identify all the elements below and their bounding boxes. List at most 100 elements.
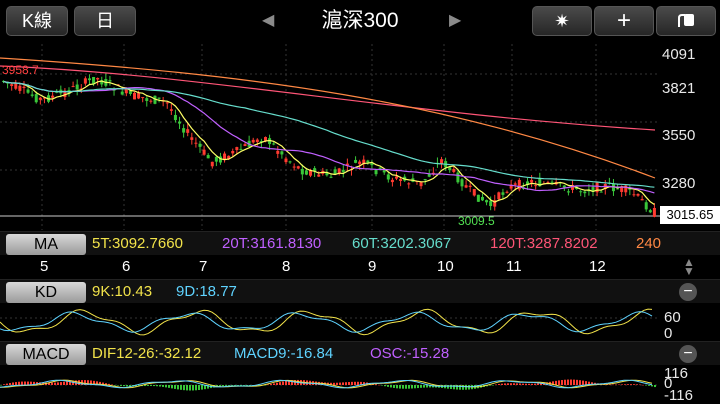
candle-body [546, 182, 550, 184]
ma120-legend: 120T:3287.8202 [490, 235, 598, 252]
scroll-updown-icon[interactable]: ▲ ▼ [683, 255, 695, 278]
candle-body [304, 170, 308, 175]
osc-bar [336, 382, 338, 385]
osc-bar [69, 381, 71, 385]
osc-bar [573, 379, 575, 385]
candle-body [644, 202, 648, 210]
osc-bar [228, 385, 230, 386]
macd-tick-top: 116 [664, 365, 688, 382]
collapse-macd-button[interactable]: − [679, 345, 697, 363]
candle-body [534, 185, 538, 187]
candle-body [489, 200, 493, 207]
month-label: 9 [368, 258, 377, 275]
ma240-line [0, 57, 656, 179]
candle-body [18, 85, 22, 91]
osc-bar [375, 384, 377, 385]
osc-bar [591, 382, 593, 385]
osc-bar [462, 385, 464, 390]
osc-bar [120, 385, 122, 386]
osc-bar [357, 381, 359, 385]
osc-bar [60, 382, 62, 385]
collapse-kd-button[interactable]: − [679, 283, 697, 301]
kd-button[interactable]: KD [6, 282, 86, 303]
osc-bar [243, 385, 245, 386]
high-marker: 3958.7 [2, 63, 39, 77]
ma5-legend: 5T:3092.7660 [92, 235, 183, 252]
osc-bar [630, 384, 632, 385]
candle-body [640, 199, 644, 201]
settings-button[interactable]: ✷ [532, 6, 592, 36]
candle-body [190, 137, 194, 140]
ma-button[interactable]: MA [6, 234, 86, 255]
osc-bar [588, 381, 590, 385]
candle-body [313, 168, 317, 172]
osc-bar [519, 383, 521, 385]
candle-body [178, 121, 182, 124]
osc-bar [525, 383, 527, 385]
osc-bar [384, 385, 386, 387]
candle-body [165, 102, 169, 104]
macd-tick-bottom: -116 [664, 387, 693, 404]
candle-body [476, 194, 480, 202]
osc-bar [399, 385, 401, 389]
candle-body [42, 97, 46, 99]
period-day-button[interactable]: 日 [74, 6, 136, 36]
osc-bar [282, 381, 284, 385]
candle-body [620, 186, 624, 192]
prev-arrow-icon[interactable]: ◀ [262, 8, 274, 34]
candle-body [292, 166, 296, 168]
candle-body [399, 179, 403, 181]
osc-bar [24, 381, 26, 385]
share-button[interactable] [656, 6, 716, 36]
osc-bar [30, 381, 32, 385]
candle-body [149, 100, 153, 102]
osc-bar [396, 385, 398, 389]
month-label: 11 [506, 258, 522, 275]
osc-bar [0, 385, 2, 386]
candle-body [210, 161, 214, 167]
y-tick-2: 3821 [662, 80, 696, 97]
candle-body [120, 91, 124, 95]
candle-body [276, 150, 280, 154]
osc-bar [267, 384, 269, 386]
osc-bar [96, 381, 98, 385]
osc-bar [513, 383, 515, 385]
osc-bar [129, 385, 131, 387]
candle-body [255, 139, 259, 142]
osc-bar [276, 382, 278, 385]
osc-bar [531, 383, 533, 385]
osc-bar [360, 381, 362, 385]
osc-bar [558, 380, 560, 385]
kd-chart [0, 308, 660, 336]
candle-body [108, 80, 112, 82]
osc-bar [144, 385, 146, 387]
candle-body [231, 151, 235, 154]
candle-body [128, 91, 132, 94]
macd-button[interactable]: MACD [6, 344, 86, 365]
candle-body [51, 95, 55, 98]
osc-bar [12, 382, 14, 385]
candle-body [22, 86, 26, 88]
candlestick-chart[interactable] [0, 44, 660, 230]
next-arrow-icon[interactable]: ▶ [449, 8, 461, 34]
osc-bar [387, 385, 389, 387]
add-button[interactable]: + [594, 6, 654, 36]
osc-bar [621, 384, 623, 385]
candle-body [284, 158, 288, 163]
dif-line [0, 379, 653, 389]
macd-chart [0, 379, 660, 391]
osc-bar [51, 382, 53, 385]
candle-body [317, 174, 321, 177]
candle-body [79, 88, 83, 90]
candle-body [583, 191, 587, 194]
candle-body [370, 163, 374, 166]
osc-bar [522, 383, 524, 385]
osc-bar [177, 385, 179, 390]
candle-body [264, 137, 267, 141]
candle-body [272, 143, 276, 145]
kline-button[interactable]: K線 [6, 6, 68, 36]
osc-bar [147, 385, 149, 386]
osc-bar [345, 382, 347, 385]
candle-body [34, 94, 38, 103]
candle-body [448, 167, 452, 171]
